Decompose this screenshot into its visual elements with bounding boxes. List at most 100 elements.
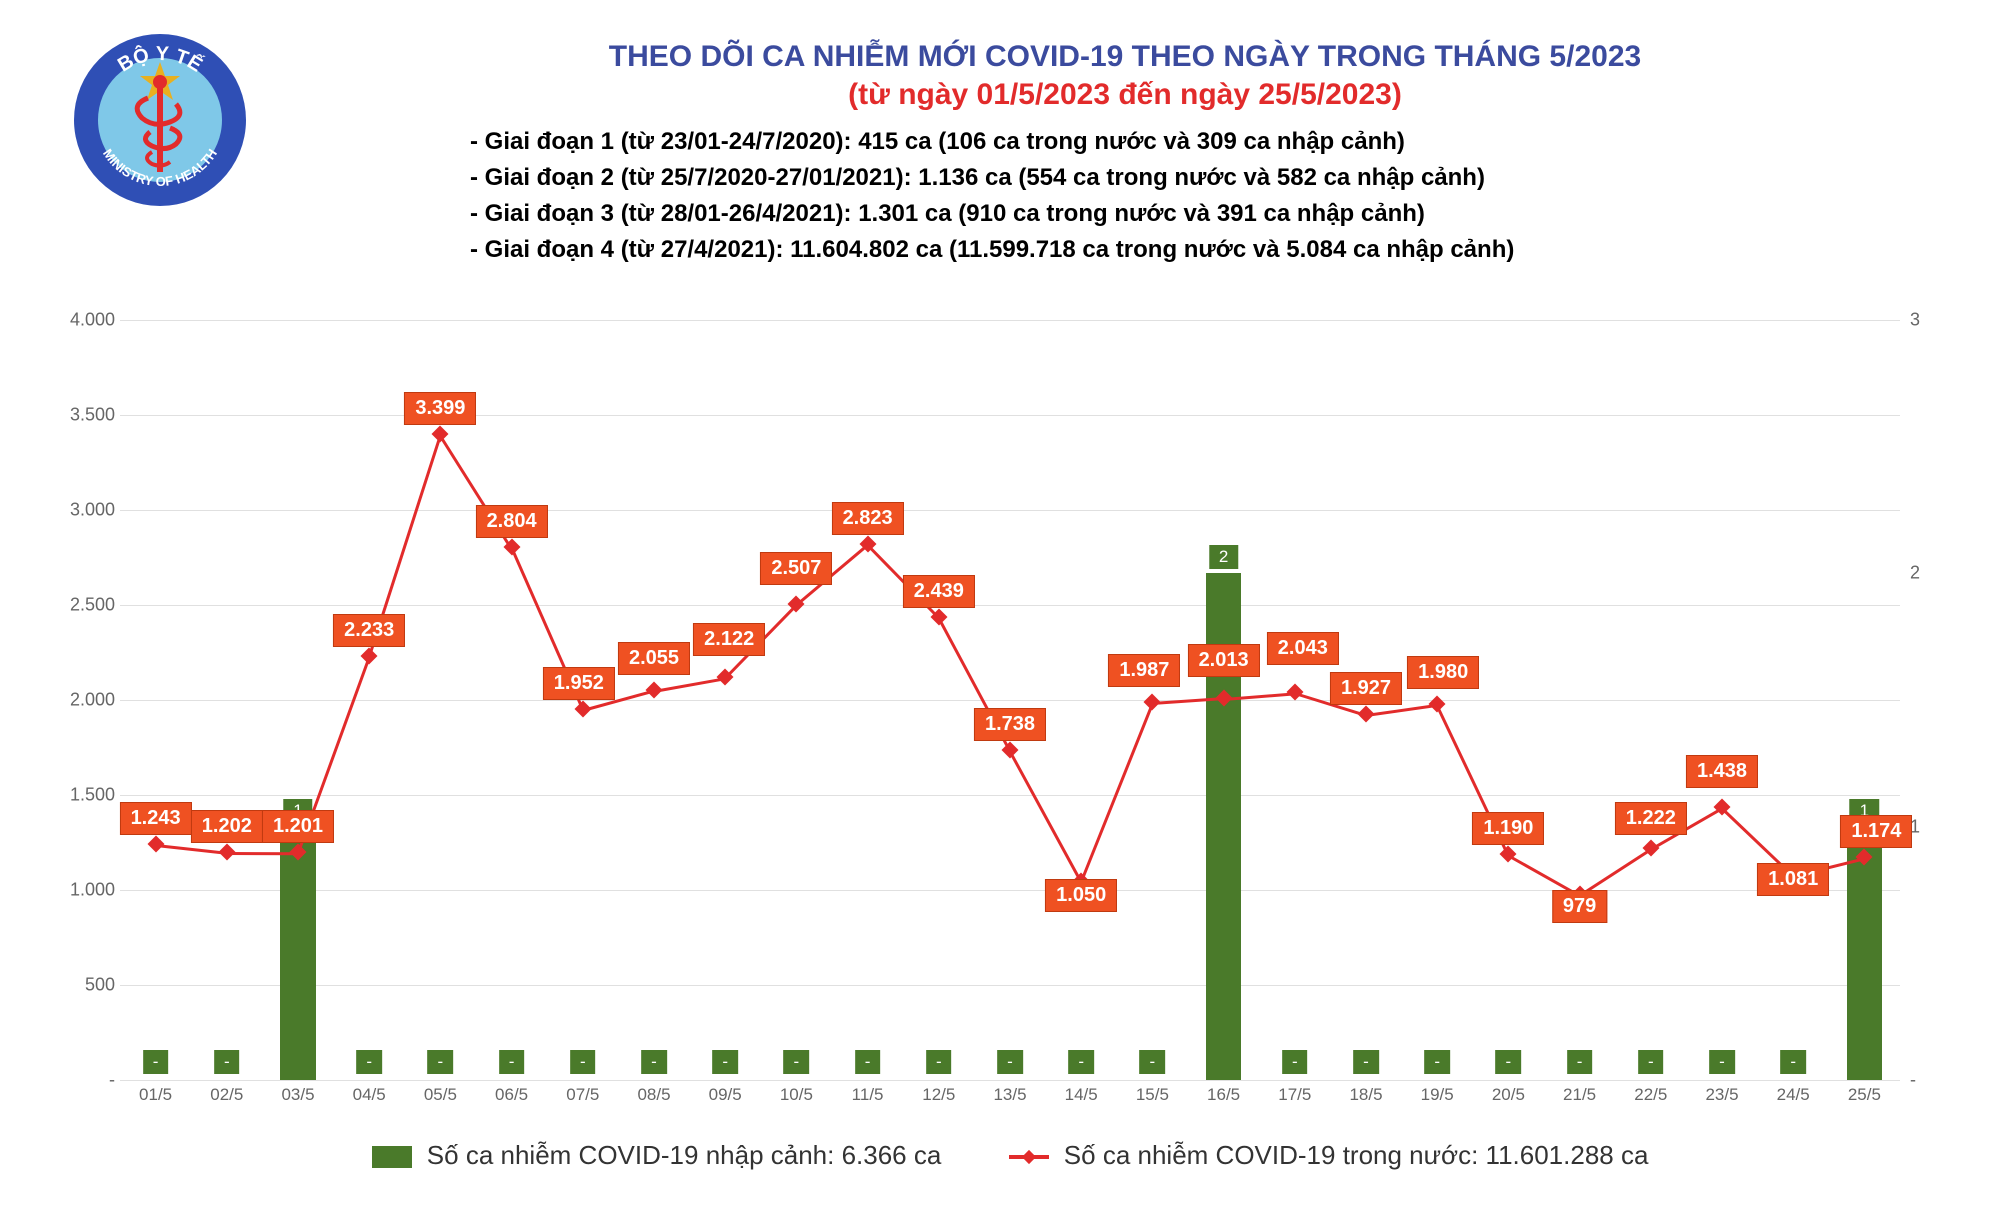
x-tick: 03/5 [281, 1085, 314, 1105]
plot-area: --1------------2--------11.2431.2021.201… [120, 320, 1900, 1080]
x-tick: 17/5 [1278, 1085, 1311, 1105]
x-tick: 12/5 [922, 1085, 955, 1105]
x-tick: 07/5 [566, 1085, 599, 1105]
bar-value-label: - [428, 1050, 454, 1074]
x-tick: 25/5 [1848, 1085, 1881, 1105]
x-tick: 13/5 [993, 1085, 1026, 1105]
line-segment [1080, 703, 1154, 882]
bar-value-label: - [1780, 1050, 1806, 1074]
x-tick: 08/5 [637, 1085, 670, 1105]
line-value-label: 1.927 [1330, 672, 1402, 705]
line-value-label: 2.507 [760, 552, 832, 585]
line-value-label: 2.823 [832, 502, 904, 535]
bar-value-label: - [997, 1050, 1023, 1074]
line-segment [227, 852, 298, 855]
bar-value-label: - [499, 1050, 525, 1074]
bar-value-label: - [1140, 1050, 1166, 1074]
line-value-label: 3.399 [404, 392, 476, 425]
legend-item-bar: Số ca nhiễm COVID-19 nhập cảnh: 6.366 ca [372, 1140, 942, 1171]
line-value-label: 1.987 [1108, 654, 1180, 687]
bar-value-label: - [712, 1050, 738, 1074]
line-value-label: 1.980 [1407, 656, 1479, 689]
note-line: - Giai đoạn 3 (từ 28/01-26/4/2021): 1.30… [470, 196, 1930, 232]
bar-value-label: - [784, 1050, 810, 1074]
line-value-label: 2.439 [903, 575, 975, 608]
line-value-label: 979 [1552, 890, 1607, 923]
y-left-tick: 2.000 [70, 690, 115, 711]
line-value-label: 1.050 [1045, 879, 1117, 912]
line-value-label: 1.222 [1615, 802, 1687, 835]
x-tick: 14/5 [1065, 1085, 1098, 1105]
x-tick: 23/5 [1705, 1085, 1738, 1105]
bar-value-label: - [1353, 1050, 1379, 1074]
legend: Số ca nhiễm COVID-19 nhập cảnh: 6.366 ca… [120, 1140, 1900, 1171]
y-left-tick: 500 [85, 975, 115, 996]
y-right-tick: - [1910, 1070, 1916, 1091]
y-left-tick: - [109, 1070, 115, 1091]
line-marker [432, 426, 449, 443]
x-tick: 10/5 [780, 1085, 813, 1105]
bar-value-label: 2 [1209, 545, 1238, 569]
line-marker [1286, 683, 1303, 700]
legend-label: Số ca nhiễm COVID-19 trong nước: 11.601.… [1064, 1140, 1649, 1170]
y-left-tick: 1.000 [70, 880, 115, 901]
line-value-label: 1.201 [262, 810, 334, 843]
note-line: - Giai đoạn 4 (từ 27/4/2021): 11.604.802… [470, 232, 1930, 268]
line-value-label: 2.013 [1188, 644, 1260, 677]
y-axis-right: -123 [1910, 320, 1950, 1080]
x-tick: 09/5 [709, 1085, 742, 1105]
bar-value-label: - [926, 1050, 952, 1074]
subtitle: (từ ngày 01/5/2023 đến ngày 25/5/2023) [320, 78, 1930, 112]
y-left-tick: 3.000 [70, 500, 115, 521]
ministry-logo: BỘ Y TẾ MINISTRY OF HEALTH [70, 30, 250, 210]
bar-value-label: - [855, 1050, 881, 1074]
y-right-tick: 2 [1910, 563, 1920, 584]
line-value-label: 2.233 [333, 614, 405, 647]
bar-value-label: - [1638, 1050, 1664, 1074]
x-tick: 18/5 [1349, 1085, 1382, 1105]
x-tick: 21/5 [1563, 1085, 1596, 1105]
line-value-label: 1.438 [1686, 755, 1758, 788]
x-tick: 06/5 [495, 1085, 528, 1105]
x-tick: 04/5 [353, 1085, 386, 1105]
bar-value-label: - [1709, 1050, 1735, 1074]
y-left-tick: 4.000 [70, 310, 115, 331]
x-tick: 16/5 [1207, 1085, 1240, 1105]
x-tick: 19/5 [1421, 1085, 1454, 1105]
x-tick: 05/5 [424, 1085, 457, 1105]
x-axis: 01/502/503/504/505/506/507/508/509/510/5… [120, 1085, 1900, 1115]
line-marker [147, 835, 164, 852]
line-marker [574, 701, 591, 718]
bar-value-label: - [1282, 1050, 1308, 1074]
line-marker [1144, 694, 1161, 711]
note-line: - Giai đoạn 2 (từ 25/7/2020-27/01/2021):… [470, 160, 1930, 196]
line-marker [1358, 705, 1375, 722]
line-value-label: 1.738 [974, 708, 1046, 741]
line-value-label: 1.243 [120, 802, 192, 835]
line-value-label: 1.202 [191, 810, 263, 843]
line-segment [1009, 751, 1083, 883]
line-value-label: 1.081 [1757, 863, 1829, 896]
line-marker [361, 647, 378, 664]
x-tick: 22/5 [1634, 1085, 1667, 1105]
line-value-label: 2.043 [1267, 632, 1339, 665]
bar-value-label: - [570, 1050, 596, 1074]
x-tick: 02/5 [210, 1085, 243, 1105]
line-marker [646, 681, 663, 698]
x-tick: 11/5 [852, 1085, 884, 1105]
bar-value-label: - [1424, 1050, 1450, 1074]
bar-value-label: - [214, 1050, 240, 1074]
bar-swatch-icon [372, 1146, 412, 1168]
line-segment [1366, 704, 1438, 717]
title-block: THEO DÕI CA NHIỄM MỚI COVID-19 THEO NGÀY… [320, 40, 1930, 268]
x-tick: 24/5 [1777, 1085, 1810, 1105]
line-segment [155, 844, 227, 855]
main-title: THEO DÕI CA NHIỄM MỚI COVID-19 THEO NGÀY… [320, 40, 1930, 74]
y-left-tick: 3.500 [70, 405, 115, 426]
line-value-label: 1.952 [543, 667, 615, 700]
line-value-label: 1.174 [1840, 815, 1912, 848]
bar [280, 827, 316, 1080]
y-right-tick: 3 [1910, 310, 1920, 331]
line-value-label: 1.190 [1472, 812, 1544, 845]
y-left-tick: 1.500 [70, 785, 115, 806]
